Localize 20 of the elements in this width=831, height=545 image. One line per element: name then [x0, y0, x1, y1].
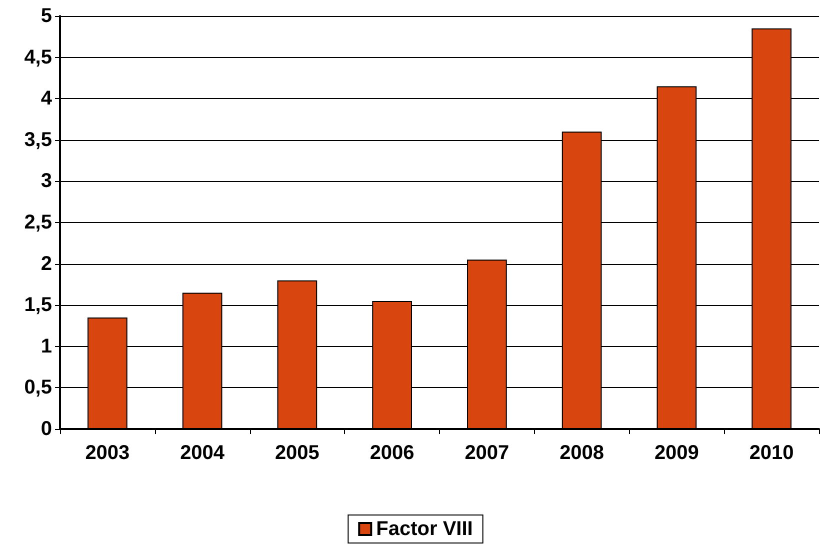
x-tick-label: 2006 — [370, 442, 414, 464]
x-tick-label: 2008 — [560, 442, 604, 464]
y-tick-label: 3,5 — [24, 128, 52, 151]
y-tick-label: 4,5 — [24, 46, 52, 68]
y-tick-label: 1 — [40, 335, 52, 358]
y-tick-label: 2,5 — [24, 212, 52, 234]
y-tick-label: 2 — [40, 252, 52, 275]
x-tick-label: 2003 — [85, 442, 130, 464]
y-tick-label: 0,5 — [24, 376, 52, 399]
x-tick-label: 2010 — [749, 442, 794, 464]
x-tick-label: 2009 — [654, 442, 699, 464]
legend-label: Factor VIII — [376, 518, 473, 540]
x-tick-label: 2007 — [464, 442, 510, 464]
y-tick-label: 1,5 — [24, 294, 52, 316]
y-tick-label: 3 — [40, 170, 52, 192]
y-tick-label: 0 — [40, 418, 52, 440]
x-tick-label: 2005 — [274, 442, 320, 464]
y-tick-label: 5 — [40, 5, 52, 27]
x-tick-label: 2004 — [180, 442, 226, 464]
y-tick-label: 4 — [40, 88, 53, 110]
